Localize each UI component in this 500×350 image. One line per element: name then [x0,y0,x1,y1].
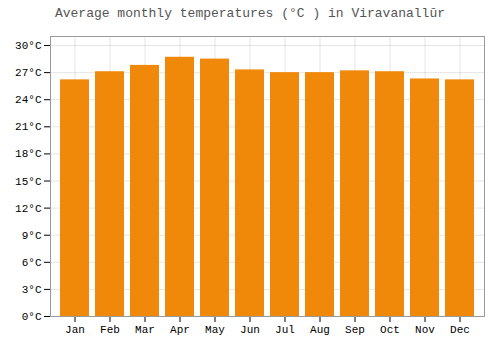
svg-text:24°C: 24°C [15,94,42,106]
svg-text:Feb: Feb [100,324,120,336]
svg-text:18°C: 18°C [15,148,42,160]
svg-text:Sep: Sep [345,324,365,336]
svg-text:3°C: 3°C [22,284,42,296]
svg-text:0°C: 0°C [22,311,42,323]
svg-text:15°C: 15°C [15,176,42,188]
svg-text:Apr: Apr [170,324,190,336]
svg-text:Oct: Oct [380,324,400,336]
svg-text:Dec: Dec [450,324,470,336]
svg-text:12°C: 12°C [15,203,42,215]
html-text:Average monthly temperatures (: Average monthly temperatures (°C ) in Vi… [55,6,445,21]
svg-text:27°C: 27°C [15,67,42,79]
svg-text:21°C: 21°C [15,121,42,133]
svg-text:Jan: Jan [65,324,85,336]
svg-text:Jul: Jul [275,324,295,336]
svg-text:6°C: 6°C [22,257,42,269]
svg-text:May: May [205,324,225,336]
svg-text:Jun: Jun [240,324,260,336]
svg-text:9°C: 9°C [22,230,42,242]
svg-text:Nov: Nov [415,324,435,336]
svg-text:30°C: 30°C [15,40,42,52]
svg-text:Aug: Aug [310,324,330,336]
svg-text:Mar: Mar [135,324,155,336]
